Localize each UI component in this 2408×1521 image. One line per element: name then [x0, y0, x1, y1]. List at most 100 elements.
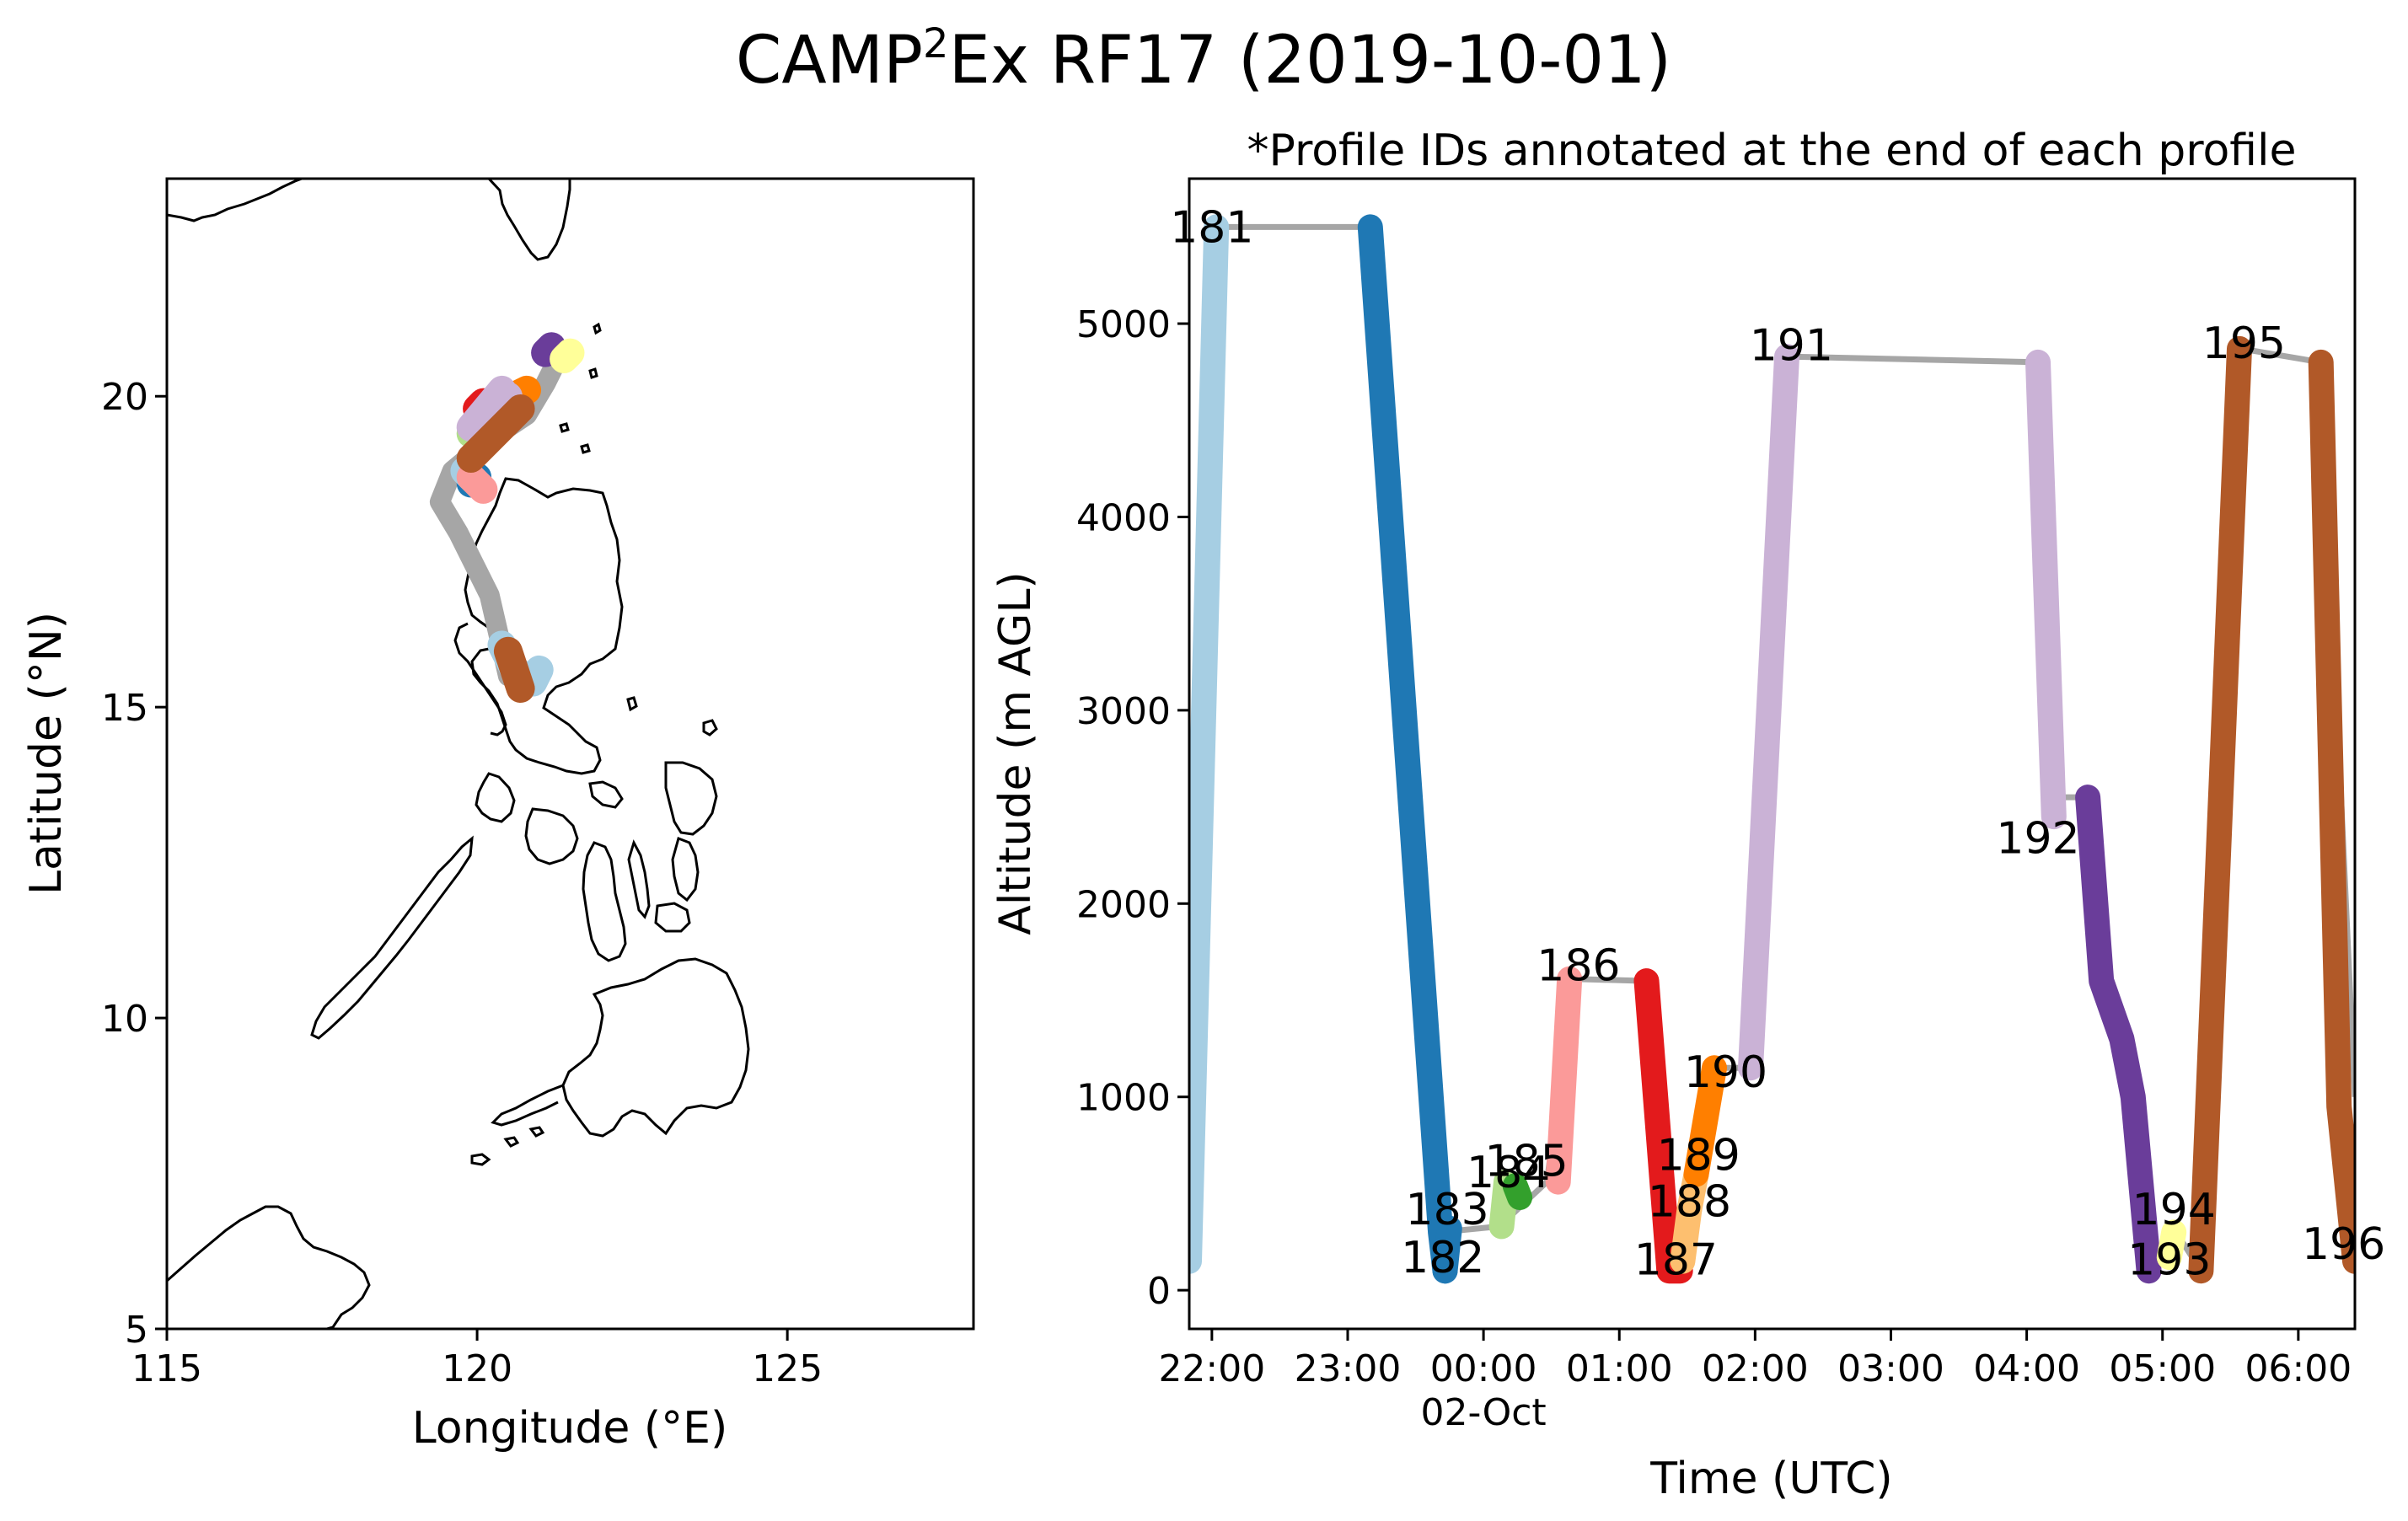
figure-title-main: CAMP — [736, 23, 923, 99]
profile-label-184: 184 — [1467, 1148, 1550, 1198]
altitude-y-tick-label-0: 0 — [1147, 1270, 1171, 1313]
profile-label-181: 181 — [1170, 202, 1253, 253]
coastline-palawan — [310, 835, 474, 1040]
profile-label-193: 193 — [2127, 1234, 2211, 1285]
coastline-mindanao — [561, 957, 750, 1138]
coastline-masbate — [588, 780, 624, 809]
altitude-profile-183 — [1432, 1215, 1462, 1284]
figure-title-rest: Ex RF17 (2019-10-01) — [949, 23, 1672, 99]
map-x-ticks: 115 120 125 — [131, 1329, 823, 1390]
altitude-y-ticks: 0 1000 2000 3000 4000 5000 — [1076, 303, 1189, 1313]
profile-label-185: 185 — [1484, 1136, 1568, 1186]
altitude-y-axis-label: Altitude (m AGL) — [990, 571, 1041, 935]
altitude-panel: *Profile IDs annotated at the end of eac… — [990, 126, 2385, 1504]
map-y-tick-label-10: 10 — [101, 998, 148, 1041]
altitude-profile-191 — [1738, 344, 1799, 1081]
coastline-panay — [524, 807, 579, 865]
coastline-negros — [582, 841, 627, 962]
altitude-y-tick-label-3000: 3000 — [1076, 690, 1171, 733]
map-y-tick-label-5: 5 — [125, 1309, 148, 1352]
coastline-borneo — [167, 1205, 371, 1329]
altitude-y-tick-label-4000: 4000 — [1076, 496, 1171, 539]
coastline-zamboanga — [491, 1084, 564, 1127]
altitude-x-tick-label-01:00: 01:00 — [1566, 1347, 1673, 1390]
coastline-taiwan — [487, 179, 571, 261]
altitude-x-tick-label-06:00: 06:00 — [2244, 1347, 2352, 1390]
map-y-tick-label-15: 15 — [101, 687, 148, 730]
altitude-profile-181 — [1189, 214, 1230, 1274]
figure-title-superscript: 2 — [923, 20, 949, 67]
map-profile-196 — [493, 636, 535, 703]
altitude-subtitle: *Profile IDs annotated at the end of eac… — [1247, 126, 2297, 176]
map-x-tick-label-120: 120 — [442, 1347, 512, 1390]
altitude-profile-190 — [1683, 1055, 1727, 1187]
altitude-plot-area — [1189, 214, 2355, 1284]
altitude-flight-track — [1189, 223, 2355, 1274]
coastline-samar — [664, 761, 718, 836]
map-axes-frame — [165, 177, 975, 1331]
profile-label-188: 188 — [1648, 1177, 1731, 1228]
altitude-x-axis-label: Time (UTC) — [1649, 1454, 1892, 1504]
altitude-x-tick-label-02:00: 02:00 — [1702, 1347, 1809, 1390]
coastline-batanes — [559, 322, 602, 454]
map-y-ticks: 5 10 15 20 — [101, 376, 167, 1352]
map-y-axis-label: Latitude (°N) — [21, 612, 72, 895]
profile-label-192: 192 — [1996, 813, 2079, 864]
map-x-tick-label-125: 125 — [752, 1347, 823, 1390]
coastline-layer — [167, 179, 750, 1329]
coastline-luzon — [464, 477, 624, 775]
profile-label-183: 183 — [1406, 1185, 1489, 1235]
coastline-china — [167, 179, 303, 222]
altitude-axes-frame — [1188, 177, 2357, 1331]
altitude-y-tick-label-1000: 1000 — [1076, 1077, 1171, 1120]
map-profile-193 — [531, 332, 566, 367]
altitude-profile-196 — [2308, 349, 2355, 1274]
map-profile-195 — [456, 394, 535, 473]
altitude-profile-193 — [2075, 785, 2162, 1284]
coastline-mindoro — [475, 772, 516, 823]
map-profile-segments — [450, 332, 585, 703]
profile-label-195: 195 — [2202, 319, 2286, 369]
coastline-bohol — [654, 902, 691, 933]
profile-label-190: 190 — [1684, 1047, 1767, 1098]
coastline-polillo — [626, 696, 638, 712]
altitude-x-tick-label-22:00: 22:00 — [1158, 1347, 1265, 1390]
map-x-axis-label: Longitude (°E) — [412, 1403, 728, 1454]
map-y-tick-label-20: 20 — [101, 376, 148, 419]
profile-label-191: 191 — [1750, 320, 1833, 371]
figure-title: CAMP2Ex RF17 (2019-10-01) — [736, 20, 1671, 99]
coastline-catanduanes — [702, 719, 718, 736]
altitude-profile-series — [1189, 214, 2355, 1284]
altitude-profile-195 — [2188, 335, 2252, 1284]
profile-label-196: 196 — [2302, 1219, 2385, 1270]
profile-label-189: 189 — [1657, 1131, 1740, 1181]
profile-label-182: 182 — [1401, 1233, 1484, 1283]
altitude-profile-182 — [1357, 214, 1458, 1284]
profile-label-187: 187 — [1634, 1234, 1718, 1285]
map-plot-area — [167, 179, 750, 1329]
map-x-tick-label-115: 115 — [131, 1347, 202, 1390]
coastline-sulu — [470, 1126, 545, 1166]
altitude-x-tick-label-23:00: 23:00 — [1295, 1347, 1402, 1390]
altitude-x-ticks: 22:00 23:00 00:00 01:00 02:00 03:00 04:00 05:00… — [1158, 1329, 2352, 1434]
altitude-date-label: 02-Oct — [1421, 1391, 1547, 1434]
coastline-cebu — [627, 839, 651, 919]
altitude-profile-192 — [2025, 349, 2067, 830]
altitude-profile-186 — [1545, 966, 1583, 1195]
altitude-x-tick-label-05:00: 05:00 — [2109, 1347, 2216, 1390]
map-profile-186 — [456, 463, 498, 504]
coastline-leyte — [671, 837, 700, 902]
altitude-x-tick-label-04:00: 04:00 — [1973, 1347, 2080, 1390]
altitude-profile-185 — [1502, 1173, 1533, 1210]
altitude-profile-194 — [2156, 1219, 2187, 1271]
altitude-y-tick-label-5000: 5000 — [1076, 303, 1171, 346]
map-profile-194 — [550, 338, 585, 373]
coastline-luzon-west — [453, 622, 507, 736]
profile-label-186: 186 — [1537, 941, 1620, 992]
altitude-x-tick-label-03:00: 03:00 — [1837, 1347, 1944, 1390]
map-panel: 115 120 125 5 10 15 20 Longitude (°E) Latitud… — [21, 177, 975, 1454]
altitude-y-tick-label-2000: 2000 — [1076, 883, 1171, 926]
map-profile-192 — [481, 382, 523, 423]
